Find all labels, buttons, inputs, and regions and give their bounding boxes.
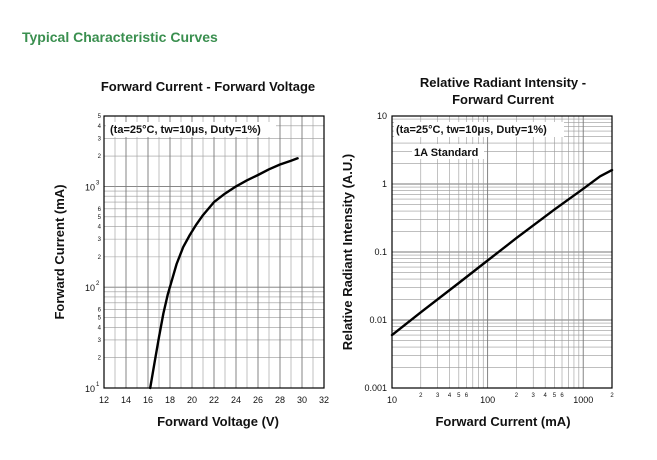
chart1-xtick-label: 16 <box>143 395 153 405</box>
chart1-annotation-bg <box>106 122 276 137</box>
chart1-ytick-minor-label: 2 <box>98 255 102 261</box>
chart1-ytick-minor-label: 2 <box>98 154 102 160</box>
chart2-xtick-label: 10 <box>387 395 397 405</box>
chart1-series-line <box>149 157 299 390</box>
chart1-ytick-minor-label: 3 <box>98 237 102 243</box>
chart2-xtick-minor-label: 2 <box>419 393 423 399</box>
chart1-ytick-minor-label: 5 <box>98 316 102 322</box>
chart1-xtick-label: 32 <box>319 395 329 405</box>
chart2-plot-frame <box>391 115 613 389</box>
chart2-xtick-minor-label: 4 <box>544 393 548 399</box>
chart2-xtick-minor-label: 3 <box>436 393 440 399</box>
chart2-annotation-bg <box>394 122 564 137</box>
chart1-ytick-minor-label: 3 <box>98 136 102 142</box>
chart1-xlabel: Forward Voltage (V) <box>157 414 279 429</box>
chart2-ytick-label: 0.001 <box>364 383 387 393</box>
chart1-plot-frame <box>103 115 325 389</box>
chart2-xtick-label: 1000 <box>573 395 593 405</box>
chart1-ytick-exponent: 3 <box>96 180 100 186</box>
chart2-ylabel: Relative Radiant Intensity (A.U.) <box>340 154 355 350</box>
chart2-annotation: (ta=25°C, tw=10μs, Duty=1%) <box>396 124 547 136</box>
chart2-title-line1: Relative Radiant Intensity - <box>420 75 586 90</box>
chart1-title: Forward Current - Forward Voltage <box>101 79 315 94</box>
chart1-xtick-label: 24 <box>231 395 241 405</box>
chart2-xtick-minor-label: 5 <box>553 393 557 399</box>
chart1-ytick-minor-label: 6 <box>98 308 102 314</box>
chart1-ytick-minor-label: 4 <box>98 225 102 231</box>
chart1-ytick-minor-label: 2 <box>98 356 102 362</box>
chart1-ytick-minor-label: 4 <box>98 325 102 331</box>
chart2-xtick-minor-label: 6 <box>560 393 564 399</box>
chart1-xtick-label: 18 <box>165 395 175 405</box>
section-title: Typical Characteristic Curves <box>22 29 218 45</box>
chart1-ytick-minor-label: 5 <box>98 215 102 221</box>
chart1-ytick-label: 10 <box>85 384 95 394</box>
chart1-ytick-label: 10 <box>85 283 95 293</box>
chart2-ytick-label: 0.01 <box>369 315 387 325</box>
chart1-ytick-minor-label: 3 <box>98 338 102 344</box>
chart2-xtick-minor-label: 2 <box>515 393 519 399</box>
chart2-ytick-label: 10 <box>377 111 387 121</box>
chart1-ytick-minor-label: 6 <box>98 207 102 213</box>
chart2-xlabel: Forward Current (mA) <box>435 414 570 429</box>
chart1-ytick-exponent: 2 <box>96 281 100 287</box>
chart1-ylabel: Forward Current (mA) <box>52 184 67 319</box>
chart2-annotation2: 1A Standard <box>414 147 478 159</box>
chart2-xtick-minor-label: 5 <box>457 393 461 399</box>
chart1-ytick-exponent: 1 <box>96 382 100 388</box>
chart2-xtick-minor-label: 6 <box>465 393 469 399</box>
chart1-xtick-label: 26 <box>253 395 263 405</box>
chart1-xtick-label: 20 <box>187 395 197 405</box>
chart2-xtick-label: 100 <box>480 395 495 405</box>
chart2-xtick-minor-label: 3 <box>532 393 536 399</box>
chart1-ytick-minor-label: 5 <box>98 114 102 120</box>
chart1-xtick-label: 22 <box>209 395 219 405</box>
chart1-annotation: (ta=25°C, tw=10μs, Duty=1%) <box>110 124 261 136</box>
chart2-title-line2: Forward Current <box>452 92 555 107</box>
chart1-xtick-label: 14 <box>121 395 131 405</box>
chart1-xtick-label: 12 <box>99 395 109 405</box>
chart2-xtick-minor-label: 2 <box>610 393 614 399</box>
chart1-ytick-minor-label: 4 <box>98 124 102 130</box>
chart1-xtick-label: 30 <box>297 395 307 405</box>
chart2-annotation2-bg <box>412 144 484 159</box>
chart1-xtick-label: 28 <box>275 395 285 405</box>
chart1-ytick-label: 10 <box>85 182 95 192</box>
chart2-xtick-minor-label: 4 <box>448 393 452 399</box>
chart2-ytick-label: 0.1 <box>374 247 387 257</box>
chart2-ytick-label: 1 <box>382 179 387 189</box>
chart2-series-line <box>390 168 614 337</box>
